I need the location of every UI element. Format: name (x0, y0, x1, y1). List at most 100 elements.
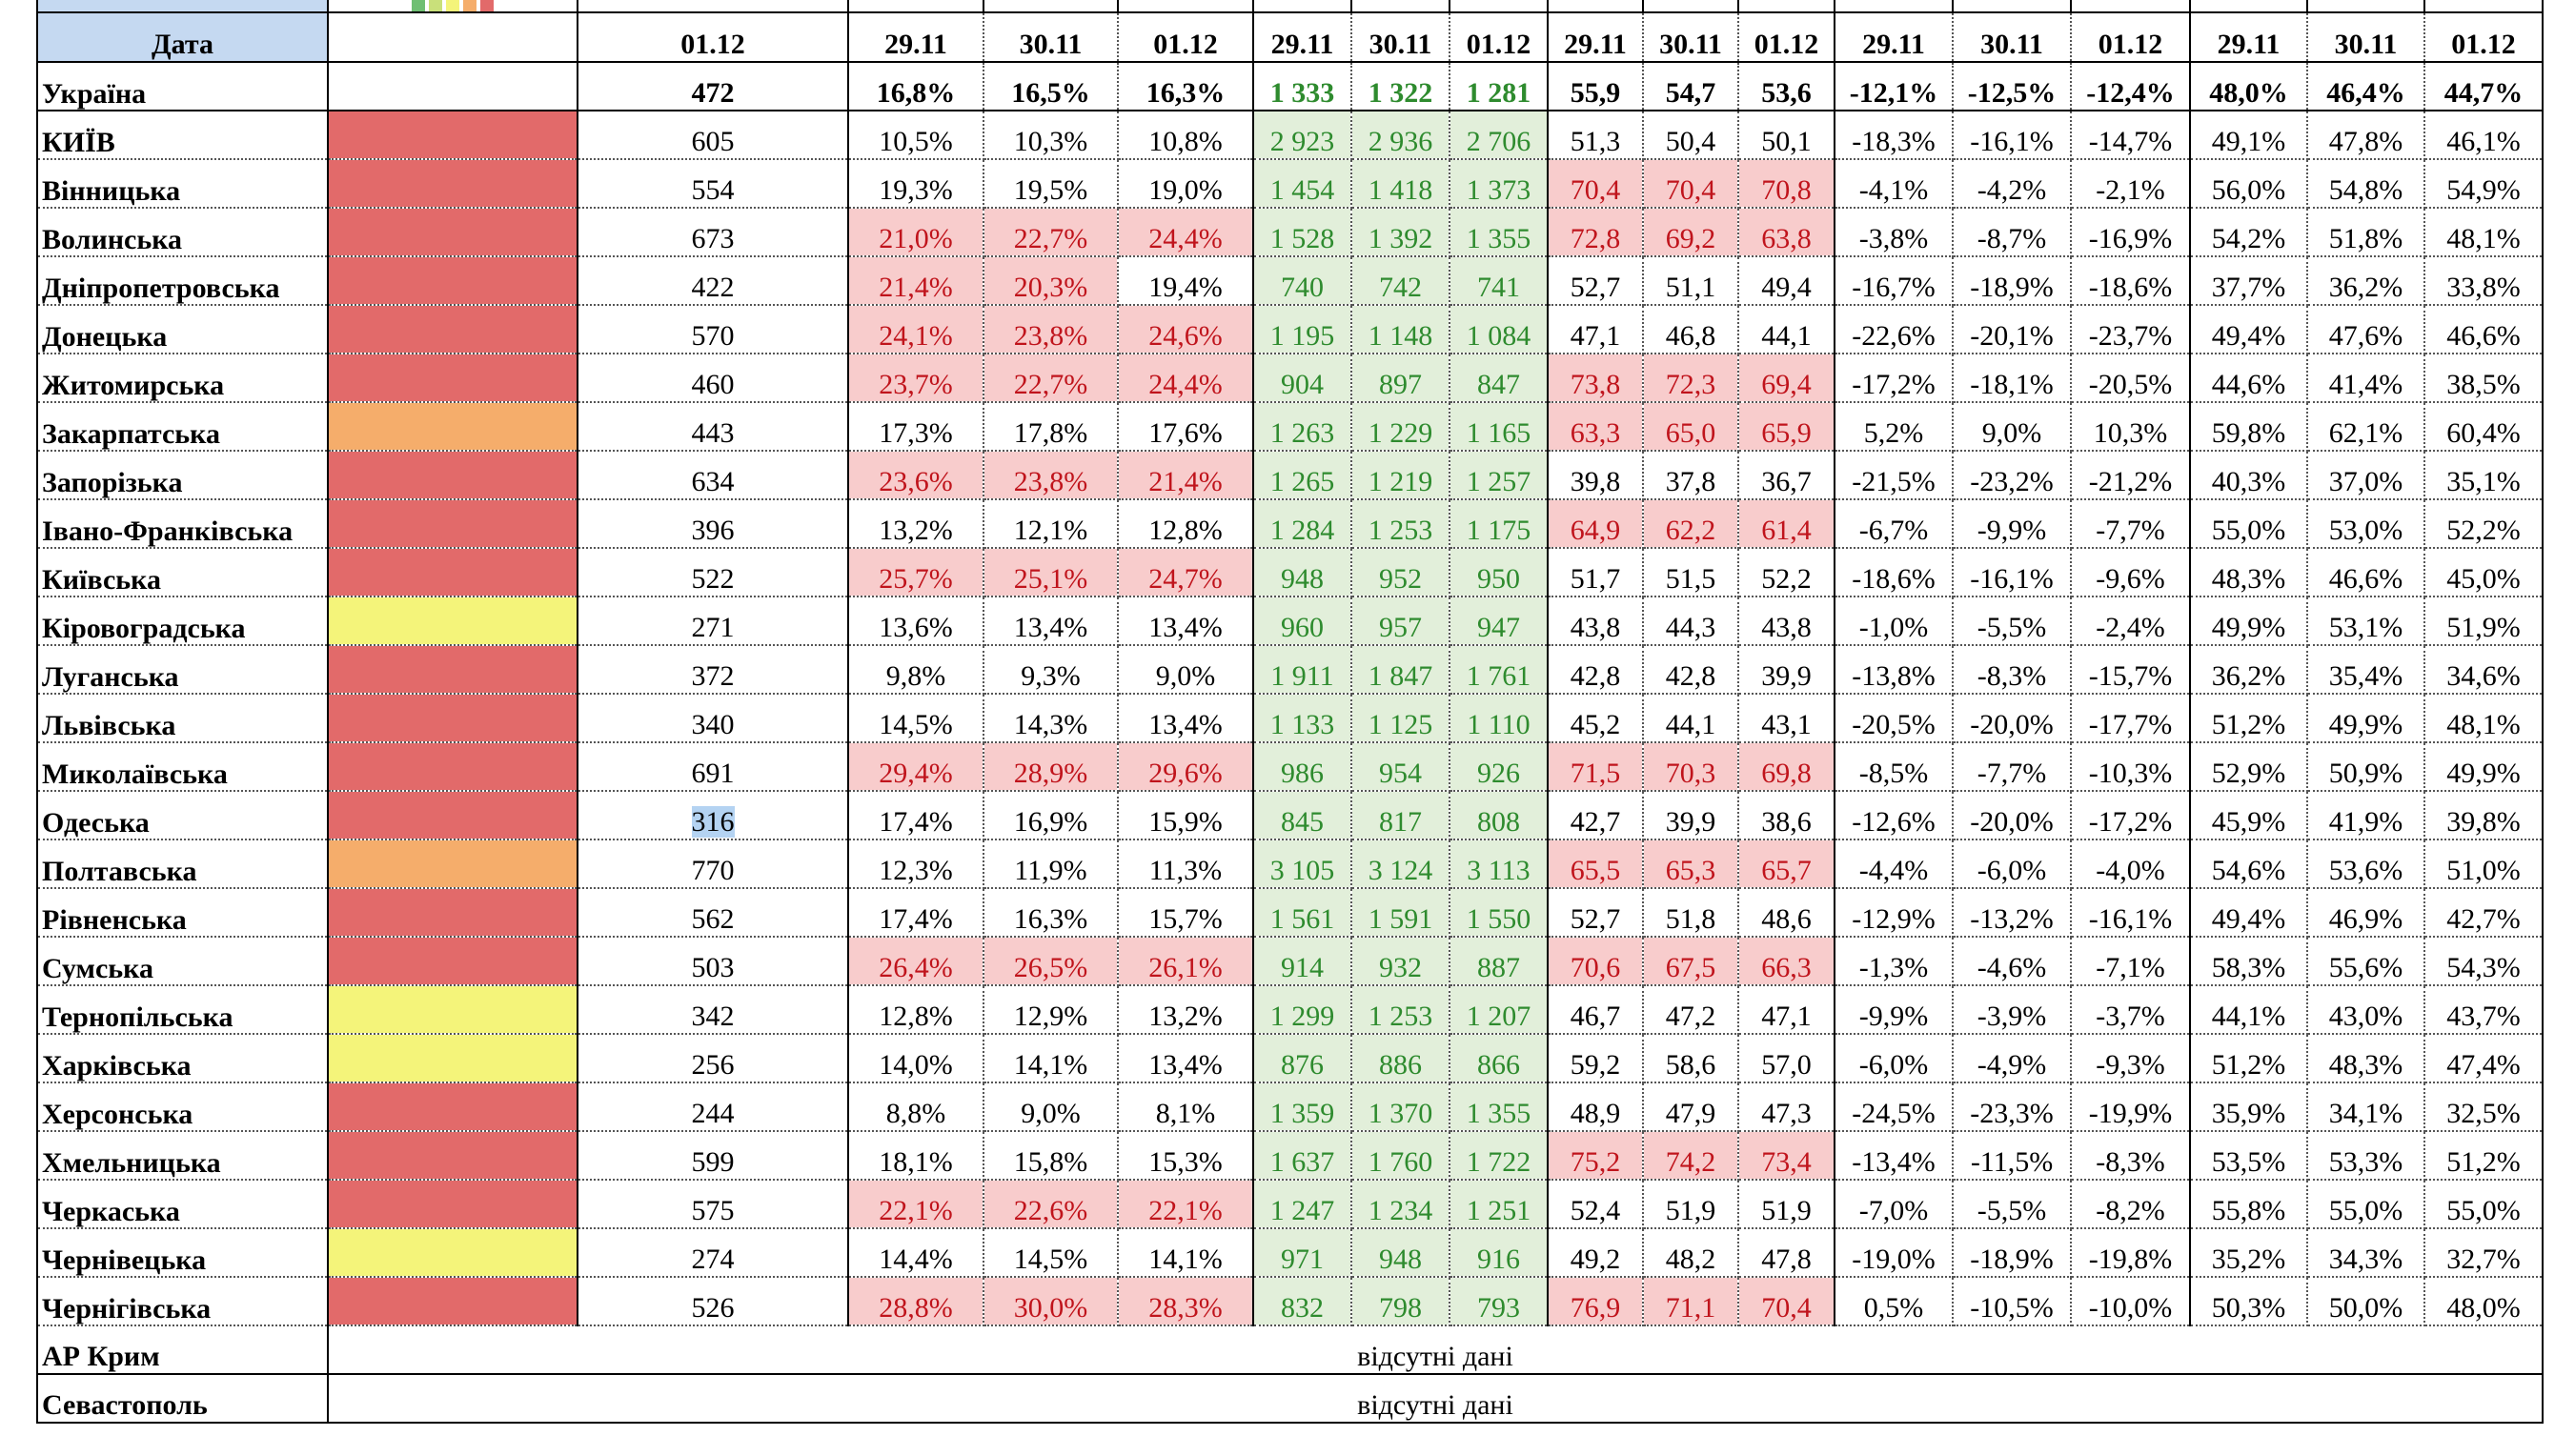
value-cell: -3,7% (2071, 985, 2191, 1035)
value-cell: 3 124 (1351, 839, 1450, 889)
region-name: Чернігівська (36, 1277, 329, 1326)
value-cell: 10,5% (848, 111, 984, 160)
zone-cell (328, 1228, 578, 1278)
value-cell: 1 148 (1351, 305, 1450, 354)
value-cell: 66,3 (1738, 937, 1835, 986)
value-cell: 36,2% (2307, 256, 2425, 306)
value-cell: 24,4% (1118, 208, 1254, 257)
value-cell: -7,0% (1835, 1180, 1954, 1229)
value-cell: 5,2% (1835, 402, 1954, 452)
value-cell: -20,5% (2071, 354, 2191, 403)
data-table: Дата 01.12 29.11 30.11 01.12 29.11 30.11 01.12 2… (36, 0, 2544, 1424)
value-cell: -9,6% (2071, 548, 2191, 597)
value-cell: 69,8 (1738, 742, 1835, 792)
region-name: Херсонська (36, 1082, 329, 1132)
region-row: Сумська 503 26,4% 26,5% 26,1% 914 932 887 70,6 67… (36, 937, 2544, 986)
value-cell: 71,5 (1548, 742, 1644, 792)
value-cell: 36,2% (2190, 645, 2308, 695)
header-cell (2307, 0, 2425, 13)
value-cell: 39,9 (1643, 791, 1739, 840)
value-cell: 21,0% (848, 208, 984, 257)
header-row: Дата 01.12 29.11 30.11 01.12 29.11 30.11 01.12 2… (36, 12, 2544, 63)
value-cell: 832 (1253, 1277, 1352, 1326)
value-cell: -6,0% (1953, 839, 2072, 889)
value-cell: 50,0% (2307, 1277, 2425, 1326)
value-cell: 8,1% (1118, 1082, 1254, 1132)
value-cell: 39,8% (2424, 791, 2544, 840)
value-cell: 38,6 (1738, 791, 1835, 840)
value-cell: 44,1 (1738, 305, 1835, 354)
date-header: 29.11 (848, 12, 984, 63)
date-header: 01.12 (1738, 12, 1835, 63)
region-name: Кіровоградська (36, 597, 329, 646)
value-cell: 43,0% (2307, 985, 2425, 1035)
date-header: 29.11 (1835, 12, 1954, 63)
value-cell: 1 165 (1450, 402, 1549, 452)
value-cell: 13,2% (1118, 985, 1254, 1035)
value-cell: -13,8% (1835, 645, 1954, 695)
value-cell: 72,8 (1548, 208, 1644, 257)
zone-swatch (463, 0, 476, 10)
value-cell: -16,1% (2071, 888, 2191, 938)
value-cell: 472 (578, 62, 849, 111)
value-cell: 55,0% (2190, 499, 2308, 549)
zone-cell (328, 645, 578, 695)
region-row: Дніпропетровська 422 21,4% 20,3% 19,4% 740 742… (36, 256, 2544, 306)
value-cell: 70,3 (1643, 742, 1739, 792)
header-cell (2071, 0, 2191, 13)
value-cell: 59,8% (2190, 402, 2308, 452)
value-cell: -11,5% (1953, 1131, 2072, 1181)
value-cell: -9,9% (1953, 499, 2072, 549)
value-cell: 62,2 (1643, 499, 1739, 549)
value-cell: -4,6% (1953, 937, 2072, 986)
value-cell: 40,3% (2190, 451, 2308, 500)
value-cell: 37,8 (1643, 451, 1739, 500)
value-cell: 23,8% (983, 451, 1119, 500)
region-row: Івано-Франківська 396 13,2% 12,1% 12,8% 1 284… (36, 499, 2544, 549)
zone-cell (328, 1180, 578, 1229)
value-cell: 817 (1351, 791, 1450, 840)
value-cell: 35,4% (2307, 645, 2425, 695)
value-cell: 48,0% (2424, 1277, 2544, 1326)
value-cell: 72,3 (1643, 354, 1739, 403)
value-cell: 26,5% (983, 937, 1119, 986)
value-cell: 599 (578, 1131, 849, 1181)
zone-cell (328, 208, 578, 257)
value-cell: 48,6 (1738, 888, 1835, 938)
value-cell: -8,7% (1953, 208, 2072, 257)
region-name: Дніпропетровська (36, 256, 329, 306)
value-cell: 9,0% (1953, 402, 2072, 452)
value-cell: -4,0% (2071, 839, 2191, 889)
value-cell: 63,3 (1548, 402, 1644, 452)
value-cell: 971 (1253, 1228, 1352, 1278)
value-cell: -18,6% (1835, 548, 1954, 597)
value-cell: 1 722 (1450, 1131, 1549, 1181)
region-name: Севастополь (36, 1374, 329, 1424)
value-cell: -18,9% (1953, 1228, 2072, 1278)
value-cell: 33,8% (2424, 256, 2544, 306)
date-header: 01.12 (2424, 12, 2544, 63)
value-cell: 58,6 (1643, 1034, 1739, 1083)
value-cell: 41,4% (2307, 354, 2425, 403)
value-cell: -20,0% (1953, 694, 2072, 743)
header-cell (1450, 0, 1549, 13)
value-cell: 54,8% (2307, 159, 2425, 209)
value-cell: 51,0% (2424, 839, 2544, 889)
value-cell: 17,3% (848, 402, 984, 452)
value-cell: -12,1% (1835, 62, 1954, 111)
value-cell: 1 207 (1450, 985, 1549, 1035)
value-cell: 46,6% (2424, 305, 2544, 354)
value-cell: -21,5% (1835, 451, 1954, 500)
value-cell: 460 (578, 354, 849, 403)
value-cell: 49,2 (1548, 1228, 1644, 1278)
value-cell: 17,6% (1118, 402, 1254, 452)
value-cell: 12,3% (848, 839, 984, 889)
value-cell: 1 454 (1253, 159, 1352, 209)
date-header: 29.11 (1253, 12, 1352, 63)
zone-cell (328, 256, 578, 306)
value-cell: 575 (578, 1180, 849, 1229)
value-cell: 372 (578, 645, 849, 695)
value-cell: 47,8 (1738, 1228, 1835, 1278)
value-cell: -12,6% (1835, 791, 1954, 840)
